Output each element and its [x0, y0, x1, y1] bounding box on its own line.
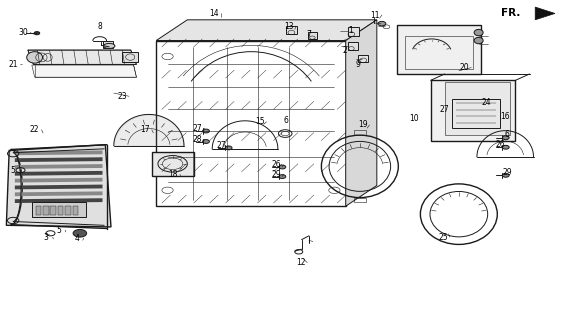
Text: 5: 5 — [11, 166, 15, 175]
Polygon shape — [15, 178, 103, 182]
Ellipse shape — [474, 29, 483, 36]
Polygon shape — [346, 20, 377, 206]
Text: 12: 12 — [296, 258, 305, 267]
Ellipse shape — [502, 173, 509, 177]
Ellipse shape — [502, 136, 509, 140]
Bar — [58, 206, 64, 215]
Bar — [308, 32, 317, 39]
Ellipse shape — [279, 165, 286, 169]
Text: 8: 8 — [98, 22, 102, 31]
Text: 18: 18 — [168, 170, 178, 179]
Polygon shape — [15, 191, 103, 196]
Bar — [152, 152, 194, 176]
Polygon shape — [6, 145, 111, 227]
Bar — [397, 25, 481, 74]
Bar — [36, 206, 41, 215]
Bar — [286, 26, 297, 34]
Text: 4: 4 — [75, 234, 79, 243]
Text: 26: 26 — [272, 160, 282, 169]
Text: FR.: FR. — [501, 8, 520, 18]
Text: 17: 17 — [140, 125, 150, 134]
Polygon shape — [15, 198, 103, 203]
Text: 5: 5 — [56, 226, 61, 235]
Text: 26: 26 — [496, 140, 505, 149]
Text: 19: 19 — [358, 120, 367, 130]
Text: 25: 25 — [438, 233, 448, 242]
Ellipse shape — [202, 140, 209, 143]
Text: 13: 13 — [284, 22, 294, 31]
Bar — [348, 42, 358, 50]
Ellipse shape — [73, 229, 87, 237]
Text: 27: 27 — [217, 141, 226, 150]
Polygon shape — [15, 171, 103, 176]
Ellipse shape — [474, 37, 483, 44]
Bar — [32, 202, 86, 217]
Text: 21: 21 — [9, 60, 18, 69]
Text: 27: 27 — [193, 124, 202, 132]
Text: 10: 10 — [409, 114, 418, 123]
Text: 3: 3 — [44, 233, 48, 242]
Text: 27: 27 — [440, 105, 450, 114]
Text: 11: 11 — [370, 11, 380, 20]
Text: 24: 24 — [481, 98, 491, 107]
Bar — [354, 197, 366, 202]
Text: 14: 14 — [210, 9, 219, 18]
Text: 23: 23 — [117, 92, 127, 101]
Text: 7: 7 — [307, 30, 311, 39]
Bar — [445, 82, 510, 134]
Ellipse shape — [202, 129, 209, 133]
Bar — [405, 36, 473, 69]
Ellipse shape — [279, 175, 286, 179]
Polygon shape — [15, 185, 103, 189]
Text: 29: 29 — [502, 168, 512, 177]
Polygon shape — [15, 157, 103, 162]
Bar — [358, 55, 369, 62]
Text: 6: 6 — [505, 130, 509, 139]
Text: 1: 1 — [348, 27, 353, 36]
Polygon shape — [535, 7, 555, 20]
Text: 2: 2 — [342, 45, 347, 55]
Text: 15: 15 — [255, 117, 265, 126]
Polygon shape — [15, 164, 103, 169]
Ellipse shape — [104, 44, 115, 49]
Polygon shape — [156, 20, 377, 41]
Ellipse shape — [225, 146, 232, 150]
Polygon shape — [28, 50, 137, 64]
Bar — [73, 206, 78, 215]
Bar — [354, 130, 366, 135]
Polygon shape — [15, 150, 103, 155]
Bar — [430, 80, 515, 141]
Text: 22: 22 — [30, 125, 39, 134]
Ellipse shape — [27, 52, 43, 63]
Text: 29: 29 — [272, 170, 282, 179]
Polygon shape — [32, 65, 137, 77]
Text: 6: 6 — [284, 116, 289, 125]
Ellipse shape — [378, 21, 386, 26]
Bar — [50, 206, 56, 215]
Bar — [65, 206, 71, 215]
Bar — [103, 42, 113, 49]
Text: 28: 28 — [193, 135, 202, 144]
Text: 9: 9 — [356, 60, 361, 69]
Ellipse shape — [34, 32, 40, 35]
Bar — [43, 206, 49, 215]
Text: 20: 20 — [460, 63, 469, 72]
Text: 30: 30 — [19, 28, 28, 37]
Bar — [348, 27, 359, 36]
Bar — [122, 52, 138, 62]
Bar — [156, 41, 346, 206]
Ellipse shape — [502, 145, 509, 149]
Text: 16: 16 — [501, 112, 510, 121]
Bar — [452, 100, 500, 128]
